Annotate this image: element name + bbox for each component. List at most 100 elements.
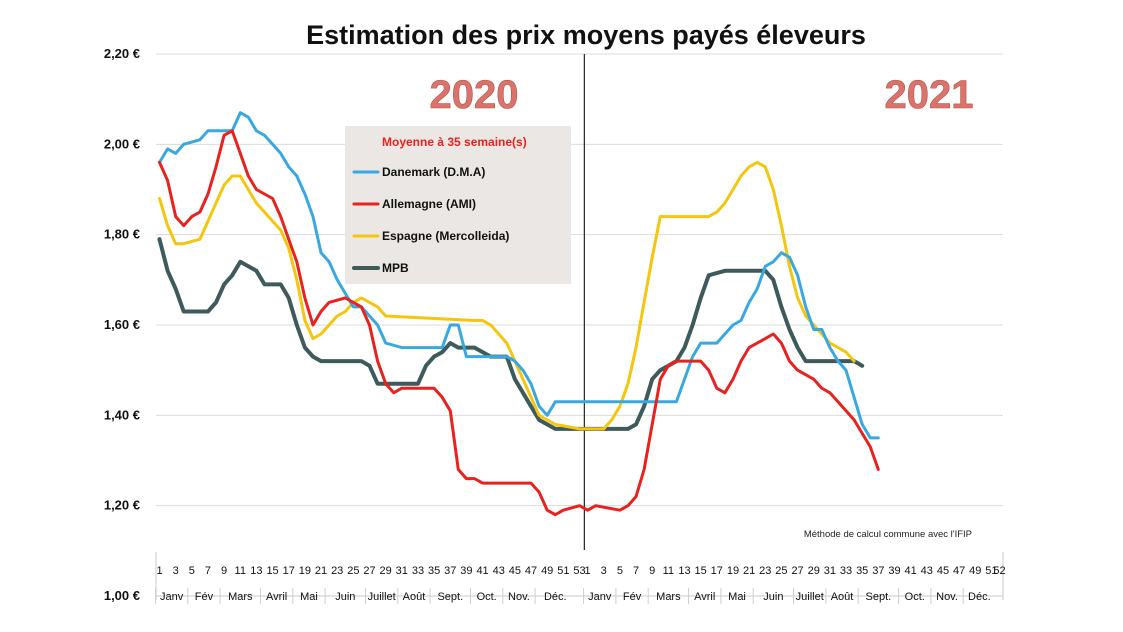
week-tick-label: 1 bbox=[156, 565, 162, 577]
week-tick-label: 15 bbox=[695, 565, 707, 577]
week-tick-label: 21 bbox=[743, 565, 755, 577]
week-tick-label: 37 bbox=[444, 565, 456, 577]
week-tick-label: 41 bbox=[905, 565, 917, 577]
method-note: Méthode de calcul commune avec l'IFIP bbox=[804, 529, 972, 540]
week-tick-label: 17 bbox=[283, 565, 295, 577]
month-label: Juin bbox=[763, 591, 783, 603]
week-tick-label: 31 bbox=[824, 565, 836, 577]
legend-label: Danemark (D.M.A) bbox=[382, 165, 485, 179]
week-tick-label: 19 bbox=[727, 565, 739, 577]
week-tick-label: 9 bbox=[221, 565, 227, 577]
year-label-2020: 2020 bbox=[430, 73, 519, 117]
series-line-espagne bbox=[158, 160, 856, 431]
week-tick-label: 35 bbox=[428, 565, 440, 577]
week-tick-label: 3 bbox=[173, 565, 179, 577]
month-label: Mars bbox=[228, 591, 253, 603]
month-label: Juin bbox=[335, 591, 355, 603]
week-tick-label: 52 bbox=[993, 565, 1005, 577]
week-tick-label: 45 bbox=[937, 565, 949, 577]
week-tick-label: 11 bbox=[663, 565, 674, 577]
month-label: Oct. bbox=[477, 591, 497, 603]
month-label: Sept. bbox=[437, 591, 463, 603]
week-tick-label: 5 bbox=[189, 565, 195, 577]
week-tick-label: 13 bbox=[250, 565, 262, 577]
week-tick-label: 47 bbox=[525, 565, 537, 577]
week-tick-label: 19 bbox=[299, 565, 311, 577]
month-label: Oct. bbox=[905, 591, 925, 603]
week-tick-label: 11 bbox=[235, 565, 246, 577]
week-tick-label: 43 bbox=[493, 565, 505, 577]
week-tick-label: 1 bbox=[585, 565, 591, 577]
week-tick-label: 43 bbox=[921, 565, 933, 577]
y-tick-label: 1,00 € bbox=[104, 588, 140, 603]
week-tick-label: 35 bbox=[856, 565, 868, 577]
week-tick-label: 27 bbox=[791, 565, 803, 577]
month-label: Mars bbox=[656, 591, 681, 603]
week-tick-label: 15 bbox=[266, 565, 278, 577]
legend-title: Moyenne à 35 semaine(s) bbox=[382, 135, 527, 149]
week-tick-label: 25 bbox=[775, 565, 787, 577]
week-tick-label: 25 bbox=[347, 565, 359, 577]
gridlines: 1,00 € 1,20 € 1,40 € 1,60 € 1,80 € 2,00 € 2,20… bbox=[104, 46, 1003, 603]
legend-label: Espagne (Mercolleida) bbox=[382, 229, 509, 243]
legend-background bbox=[345, 126, 571, 284]
week-tick-label: 3 bbox=[601, 565, 607, 577]
series-line-allemagne bbox=[158, 129, 880, 517]
week-tick-label: 39 bbox=[460, 565, 472, 577]
week-tick-label: 23 bbox=[759, 565, 771, 577]
week-tick-label: 33 bbox=[840, 565, 852, 577]
week-tick-label: 47 bbox=[953, 565, 965, 577]
year-label-2021: 2021 bbox=[885, 73, 974, 117]
series-layer bbox=[157, 111, 880, 517]
week-tick-label: 53 bbox=[573, 565, 585, 577]
week-tick-label: 49 bbox=[541, 565, 553, 577]
week-tick-label: 21 bbox=[315, 565, 327, 577]
week-tick-label: 7 bbox=[205, 565, 211, 577]
month-label: Fév bbox=[623, 591, 642, 603]
week-tick-label: 45 bbox=[509, 565, 521, 577]
week-tick-label: 7 bbox=[633, 565, 639, 577]
week-tick-label: 51 bbox=[985, 565, 997, 577]
month-label: Avril bbox=[694, 591, 715, 603]
week-tick-label: 33 bbox=[412, 565, 424, 577]
week-tick-label: 9 bbox=[649, 565, 655, 577]
week-tick-label: 41 bbox=[476, 565, 488, 577]
month-label: Déc. bbox=[544, 591, 567, 603]
month-label: Mai bbox=[300, 591, 318, 603]
week-tick-label: 29 bbox=[380, 565, 392, 577]
y-tick-label: 2,20 € bbox=[104, 46, 140, 61]
month-label: Janv bbox=[588, 591, 612, 603]
week-tick-label: 29 bbox=[808, 565, 820, 577]
week-tick-label: 51 bbox=[557, 565, 569, 577]
month-label: Nov. bbox=[508, 591, 530, 603]
week-tick-label: 37 bbox=[872, 565, 884, 577]
month-label: Déc. bbox=[968, 591, 991, 603]
week-tick-label: 5 bbox=[617, 565, 623, 577]
x-axis-area: 1 3 5 7 9 11 13 15 17 19 21 23 25 27 29 31 33 35 37 39 41 43 4… bbox=[155, 552, 1006, 604]
series-line-danemark bbox=[158, 111, 880, 440]
week-tick-label: 27 bbox=[363, 565, 375, 577]
month-label: Sept. bbox=[866, 591, 892, 603]
month-label: Août bbox=[831, 591, 854, 603]
week-tick-label: 23 bbox=[331, 565, 343, 577]
month-label: Avril bbox=[266, 591, 287, 603]
month-label: Nov. bbox=[936, 591, 958, 603]
chart-title: Estimation des prix moyens payés éleveur… bbox=[306, 20, 866, 50]
month-label: Juillet bbox=[368, 591, 396, 603]
week-tick-label: 17 bbox=[711, 565, 723, 577]
legend-label: Allemagne (AMI) bbox=[382, 197, 476, 211]
week-tick-label: 13 bbox=[678, 565, 690, 577]
month-label: Fév bbox=[195, 591, 214, 603]
month-label: Août bbox=[403, 591, 426, 603]
month-label: Mai bbox=[728, 591, 746, 603]
y-tick-label: 1,60 € bbox=[104, 317, 140, 332]
legend-label: MPB bbox=[382, 261, 409, 275]
month-label: Janv bbox=[160, 591, 184, 603]
legend: Moyenne à 35 semaine(s) Danemark (D.M.A)… bbox=[345, 126, 571, 284]
y-tick-label: 2,00 € bbox=[104, 136, 140, 151]
series-line-mpb bbox=[157, 237, 865, 431]
week-tick-label: 39 bbox=[888, 565, 900, 577]
month-label: Juillet bbox=[796, 591, 824, 603]
y-tick-label: 1,40 € bbox=[104, 407, 140, 422]
